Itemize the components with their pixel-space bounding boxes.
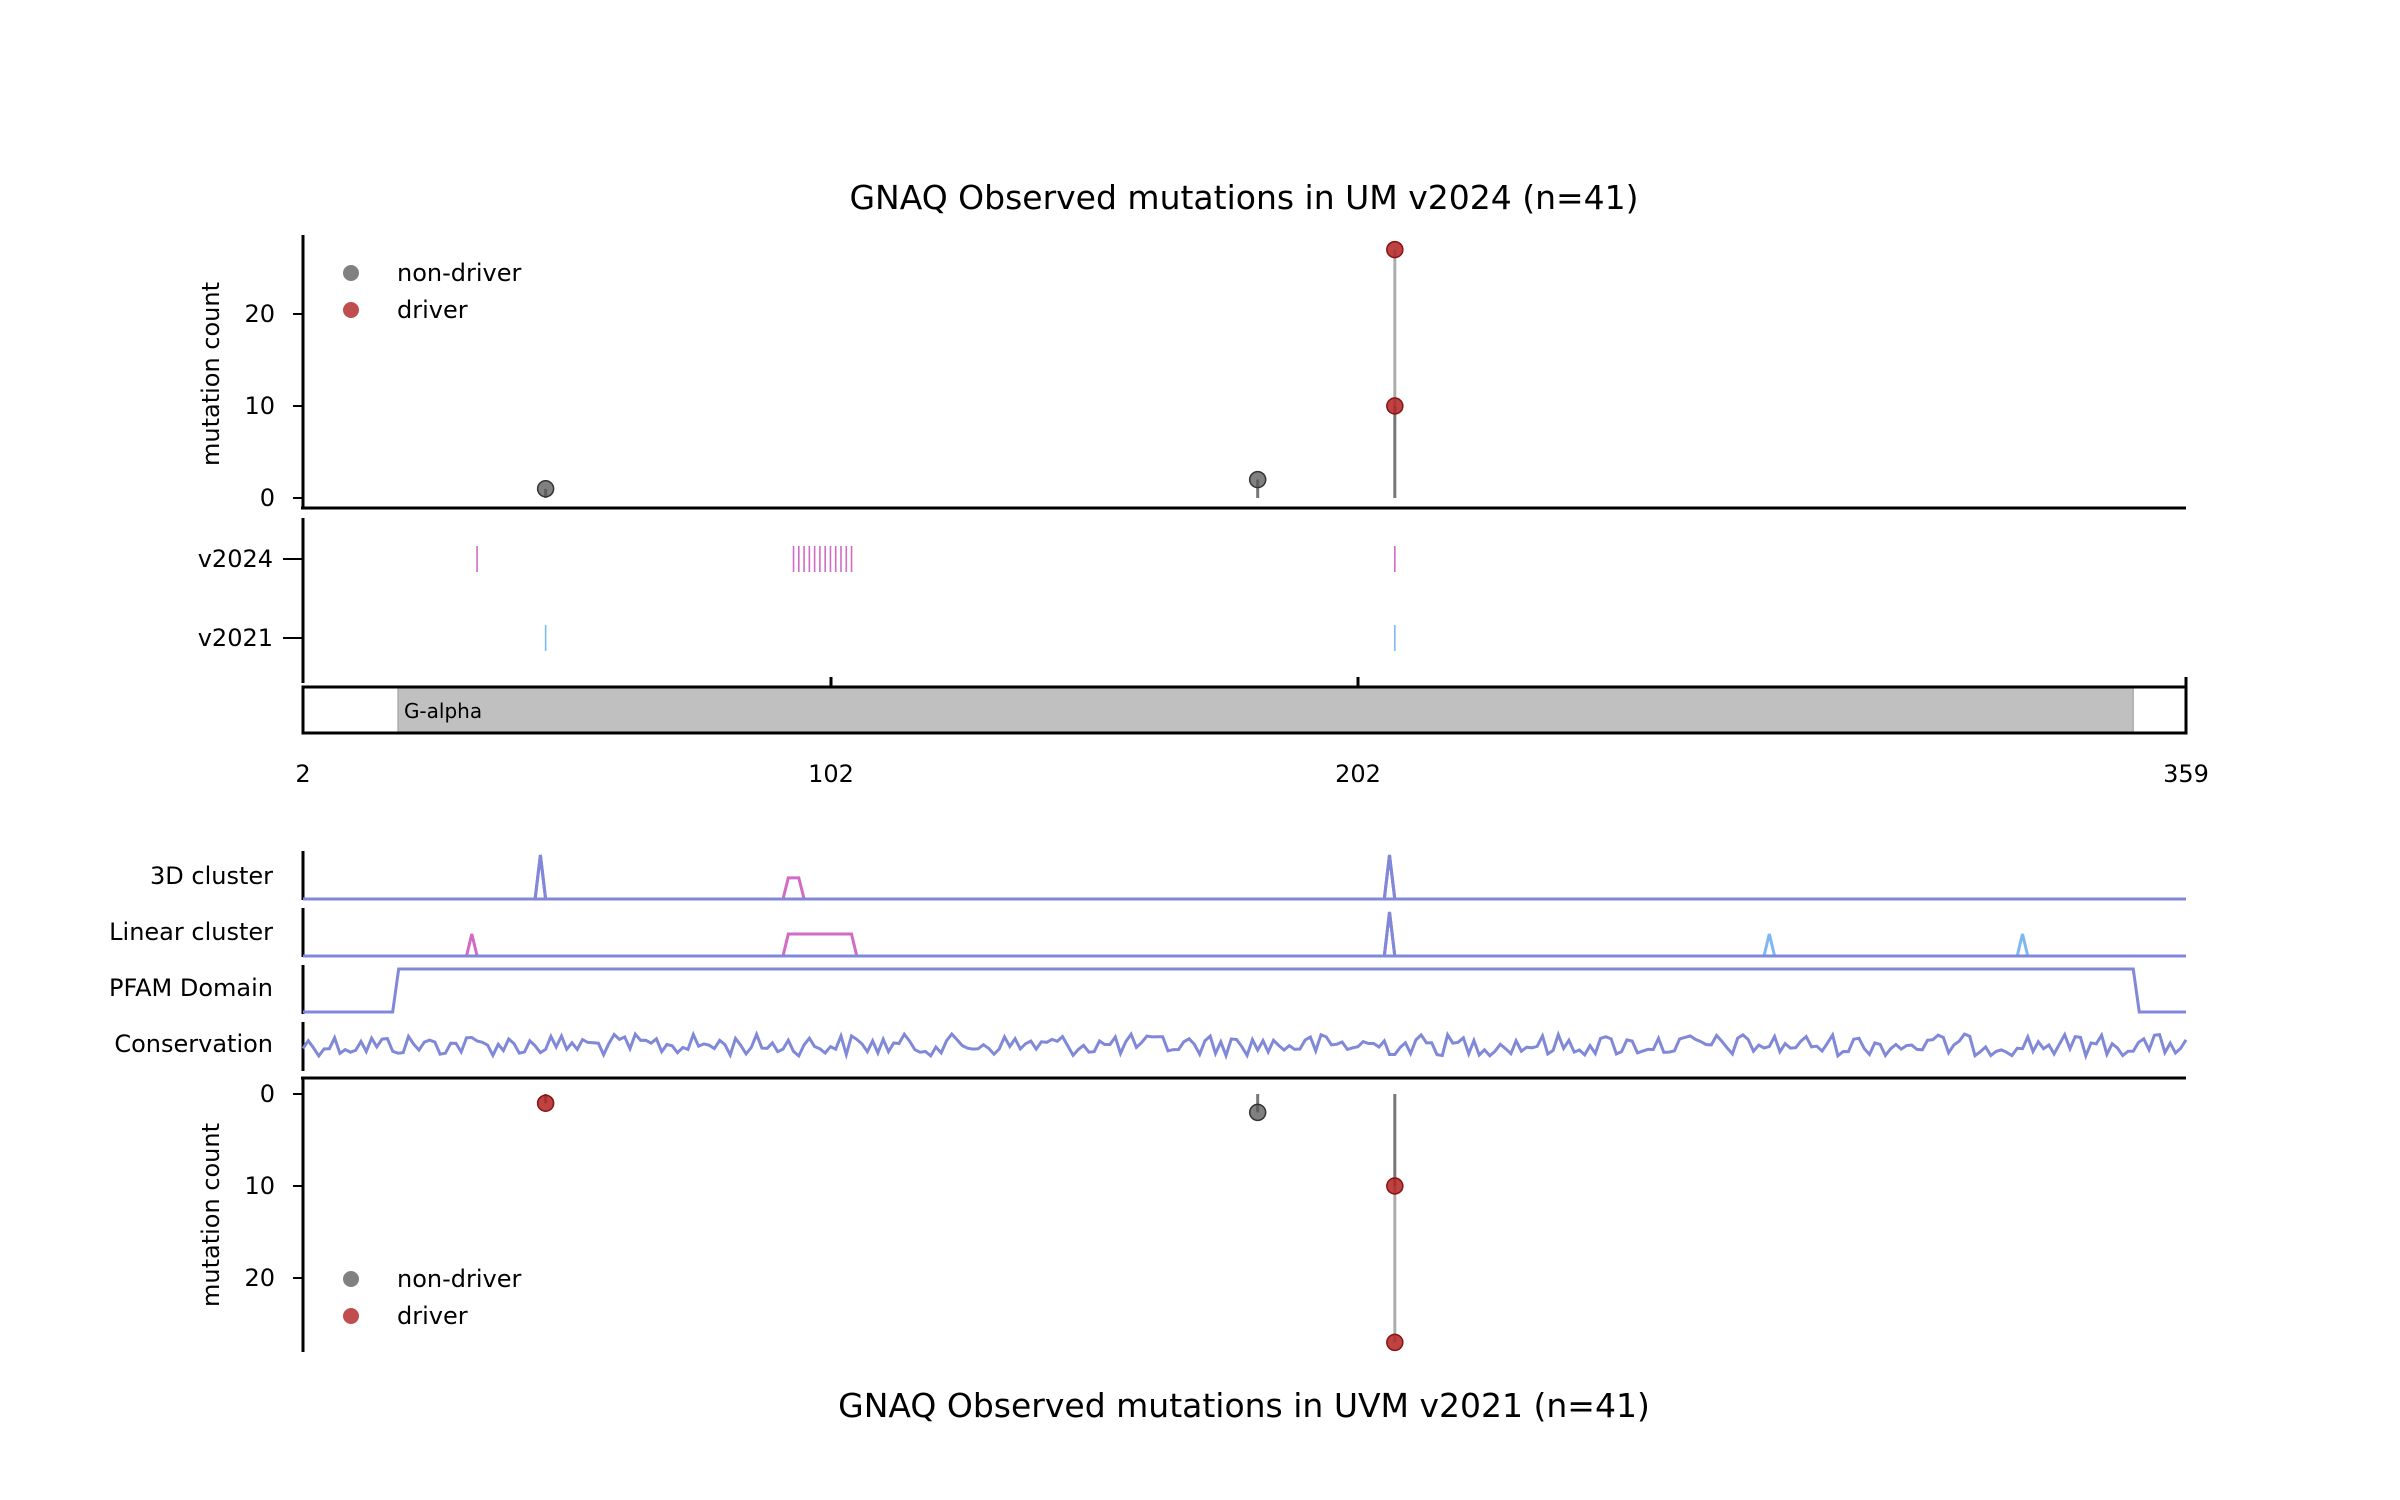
top-y-label: mutation count [197,282,225,466]
top-point-183-2 [1248,470,1267,489]
domain-panel: G-alpha 2 102 202 359 [295,677,2209,788]
bottom-points [536,1094,1404,1352]
track-label-3d-cluster: 3D cluster [150,862,273,890]
top-points [536,240,1404,498]
bottom-point-209-27 [1386,1333,1404,1352]
top-stems [544,249,1397,498]
bottom-legend-driver-marker [343,1308,359,1324]
cluster3d-v2021-line [303,854,2186,901]
top-point-48-1 [536,480,555,498]
top-legend-non-driver-marker [343,265,359,281]
v2024-ticks [476,546,1396,572]
bottom-legend-driver-label: driver [397,1302,468,1330]
cluster3d-v2024-line [303,854,2186,901]
bottom-y-label: mutation count [197,1123,225,1307]
bottom-chart-title: GNAQ Observed mutations in UVM v2021 (n=… [838,1386,1650,1425]
bottom-point-183-2 [1248,1103,1267,1122]
top-ytick-label-20: 20 [244,300,275,328]
bottom-ytick-label-10: 10 [244,1172,275,1200]
version-row-v2021-label: v2021 [198,624,273,652]
top-legend-non-driver-label: non-driver [397,259,522,287]
top-legend-driver-marker [343,302,359,318]
domain-x-ticks: 2 102 202 359 [295,677,2209,788]
track-label-pfam-domain: PFAM Domain [109,974,273,1002]
bottom-legend-non-driver-label: non-driver [397,1265,522,1293]
bottom-ytick-label-0: 0 [260,1080,275,1108]
top-y-ticks: 0 10 20 [244,300,303,512]
top-point-209-27 [1386,240,1404,259]
top-ytick-label-0: 0 [260,484,275,512]
track-lines [301,854,2188,1061]
bottom-y-ticks: 0 10 20 [244,1080,303,1292]
cluster-linear-v2021-line [303,911,2186,958]
top-ytick-label-10: 10 [244,392,275,420]
cluster3d-shared-line [303,854,2186,901]
x-tick-label-2: 2 [295,760,310,788]
feature-tracks-panel: 3D cluster Linear cluster PFAM Domain Co… [109,851,2188,1071]
g-alpha-domain [397,686,2134,734]
g-alpha-domain-label: G-alpha [404,699,482,723]
bottom-legend-non-driver-marker [343,1271,359,1287]
x-tick-label-202: 202 [1335,760,1381,788]
top-point-209-10 [1386,397,1404,415]
top-lollipop-panel: GNAQ Observed mutations in UM v2024 (n=4… [197,178,2186,512]
version-track-panel: v2024 v2021 [198,518,1396,683]
x-tick-label-359: 359 [2163,760,2209,788]
cluster-linear-v2024-line [303,911,2186,958]
cluster-linear-shared-line [303,911,2186,958]
top-chart-title: GNAQ Observed mutations in UM v2024 (n=4… [849,178,1638,217]
pfam-line [303,967,2186,1014]
bottom-point-48-1 [536,1094,555,1112]
top-legend: non-driver driver [343,259,522,324]
track-label-conservation: Conservation [114,1030,273,1058]
bottom-stems [544,1094,1397,1343]
top-legend-driver-label: driver [397,296,468,324]
bottom-point-209-10 [1386,1177,1404,1195]
track-label-linear-cluster: Linear cluster [109,918,273,946]
v2021-ticks [544,625,1396,651]
conservation-line [301,1030,2188,1061]
bottom-ytick-label-20: 20 [244,1264,275,1292]
bottom-lollipop-panel: mutation count 0 10 20 non-driver driver G… [197,1076,2186,1425]
bottom-legend: non-driver driver [343,1265,522,1330]
version-row-v2024-label: v2024 [198,545,273,573]
x-tick-label-102: 102 [808,760,854,788]
